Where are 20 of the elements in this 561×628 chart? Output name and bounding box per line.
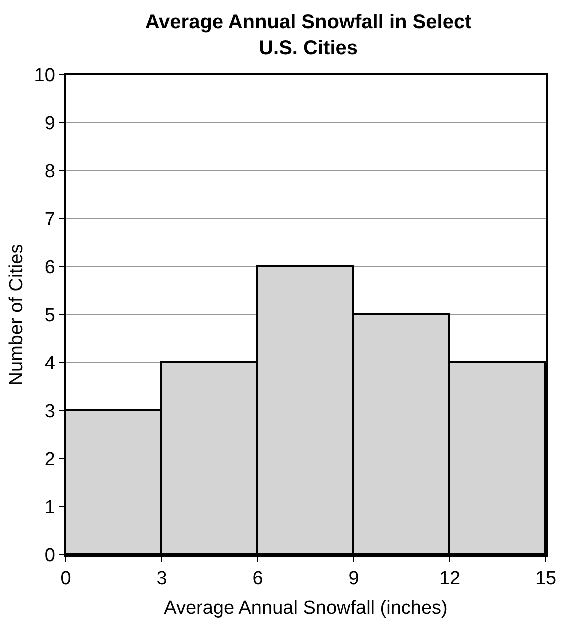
y-tick-label: 3 (44, 402, 56, 423)
y-tick-label: 2 (44, 450, 56, 471)
y-tick-label: 0 (44, 546, 56, 567)
y-tick-label: 4 (44, 354, 56, 375)
y-tick-label: 5 (44, 306, 56, 327)
y-tick-label: 10 (34, 66, 56, 87)
y-tick-label: 1 (44, 498, 56, 519)
x-axis-title: Average Annual Snowfall (inches) (164, 598, 448, 619)
x-tick-label: 9 (348, 568, 360, 590)
x-tick-label: 0 (60, 568, 72, 590)
x-tick-label: 12 (439, 568, 461, 590)
y-tick-label: 6 (44, 258, 56, 279)
y-tick-label: 7 (44, 210, 56, 231)
chart-title: Average Annual Snowfall in Select U.S. Cities (145, 11, 472, 60)
x-tick-label: 15 (535, 568, 557, 590)
y-tick-label: 8 (44, 162, 56, 183)
x-tick-label: 6 (252, 568, 264, 590)
x-tick-label: 3 (156, 568, 168, 590)
y-axis-title: Number of Cities (6, 244, 28, 386)
y-tick-label: 9 (44, 114, 56, 135)
